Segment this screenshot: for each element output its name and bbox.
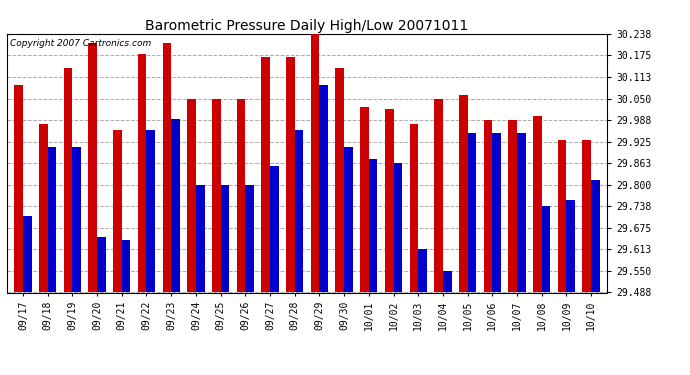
Bar [493,133,501,292]
Bar [385,109,393,292]
Bar [582,140,591,292]
Bar [393,164,402,292]
Bar [344,147,353,292]
Bar [237,99,245,292]
Bar [262,57,270,292]
Bar [286,57,295,292]
Bar [63,68,72,292]
Bar [97,237,106,292]
Bar [558,140,566,292]
Bar [335,68,344,292]
Bar [270,166,279,292]
Bar [221,185,229,292]
Bar [468,133,476,292]
Bar [121,240,130,292]
Bar [369,159,377,292]
Bar [410,124,418,292]
Bar [138,54,146,292]
Title: Barometric Pressure Daily High/Low 20071011: Barometric Pressure Daily High/Low 20071… [146,19,469,33]
Bar [72,147,81,292]
Bar [113,130,121,292]
Bar [484,120,493,292]
Bar [23,216,32,292]
Bar [48,147,57,292]
Bar [533,116,542,292]
Bar [88,44,97,292]
Bar [566,200,575,292]
Bar [171,119,180,292]
Bar [591,180,600,292]
Bar [39,124,48,292]
Bar [310,34,319,292]
Bar [319,85,328,292]
Bar [295,130,304,292]
Bar [196,185,204,292]
Bar [509,120,517,292]
Bar [163,44,171,292]
Bar [542,206,551,292]
Bar [459,95,468,292]
Text: Copyright 2007 Cartronics.com: Copyright 2007 Cartronics.com [10,39,151,48]
Bar [434,99,443,292]
Bar [517,133,526,292]
Bar [187,99,196,292]
Bar [443,271,451,292]
Bar [14,85,23,292]
Bar [418,249,427,292]
Bar [212,99,221,292]
Bar [360,107,369,292]
Bar [146,130,155,292]
Bar [245,185,254,292]
